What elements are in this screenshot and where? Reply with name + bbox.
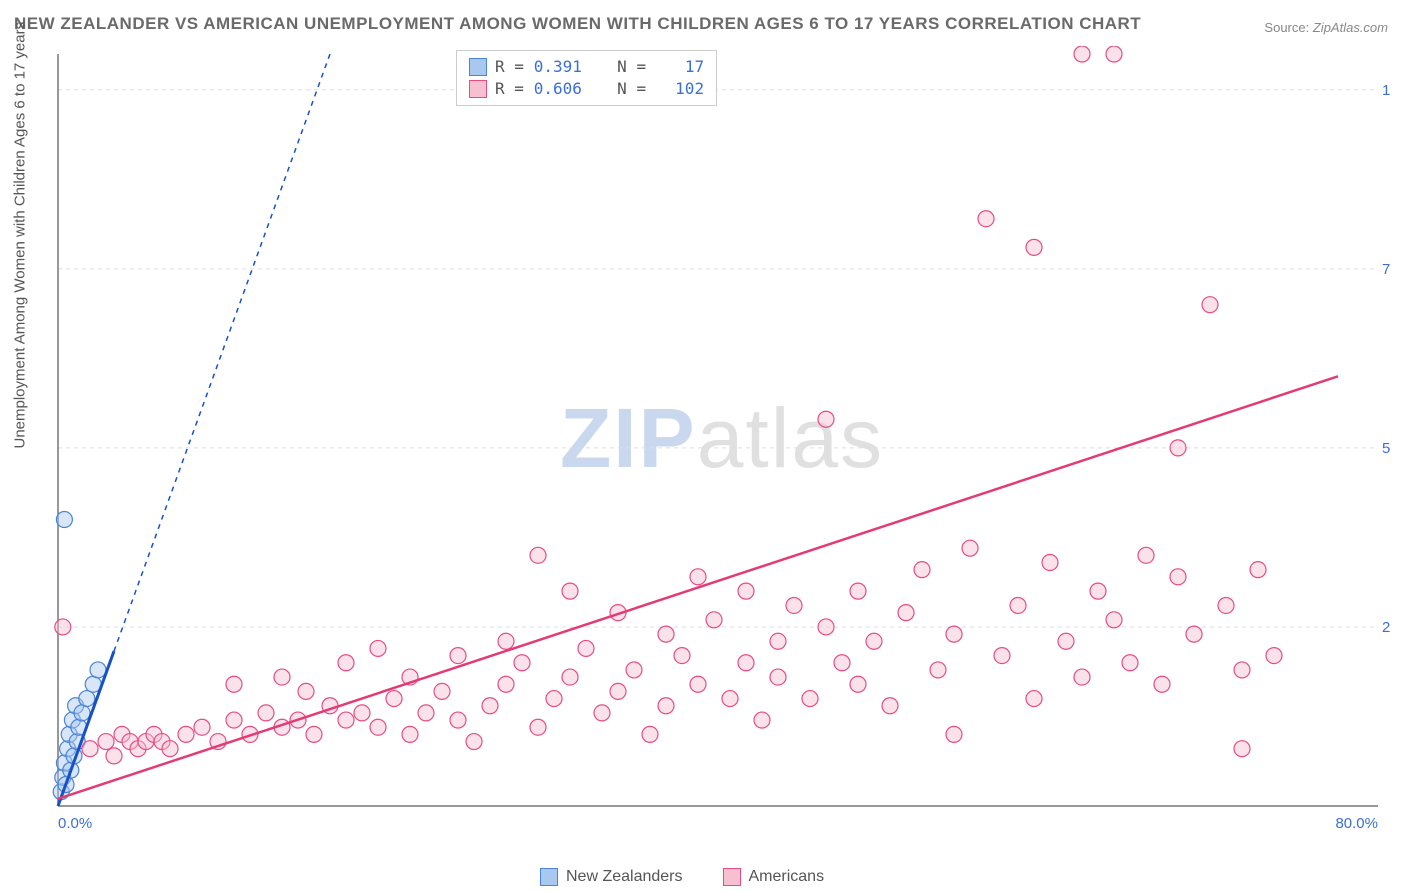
swatch-nz-icon [540,868,558,886]
chart-title: NEW ZEALANDER VS AMERICAN UNEMPLOYMENT A… [14,14,1141,34]
svg-text:50.0%: 50.0% [1382,440,1390,457]
legend-row-nz: R = 0.391 N = 17 [469,56,704,78]
legend-label-nz: New Zealanders [566,868,683,886]
n-value-nz: 17 [654,56,704,78]
legend-item-nz: New Zealanders [540,868,683,886]
n-label: N = [617,56,646,78]
n-label: N = [617,78,646,100]
svg-text:25.0%: 25.0% [1382,619,1390,636]
n-value-am: 102 [654,78,704,100]
source-value: ZipAtlas.com [1313,20,1388,35]
r-label: R = [495,78,524,100]
scatter-plot: 25.0% 50.0% 75.0% 100.0% 0.0% 80.0% [52,46,1390,836]
r-label: R = [495,56,524,78]
legend-row-am: R = 0.606 N = 102 [469,78,704,100]
legend-label-am: Americans [749,868,825,886]
r-value-nz: 0.391 [532,56,582,78]
source-label: Source: [1264,20,1309,35]
svg-text:0.0%: 0.0% [58,815,92,832]
svg-text:100.0%: 100.0% [1382,82,1390,99]
svg-text:80.0%: 80.0% [1335,815,1378,832]
r-value-am: 0.606 [532,78,582,100]
series-legend: New Zealanders Americans [540,868,824,886]
swatch-am-icon [723,868,741,886]
source-attribution: Source: ZipAtlas.com [1264,20,1388,35]
swatch-am [469,80,487,98]
swatch-nz [469,58,487,76]
correlation-legend: R = 0.391 N = 17 R = 0.606 N = 102 [456,50,717,106]
svg-text:75.0%: 75.0% [1382,261,1390,278]
y-axis-label: Unemployment Among Women with Children A… [12,22,29,449]
legend-item-am: Americans [723,868,825,886]
